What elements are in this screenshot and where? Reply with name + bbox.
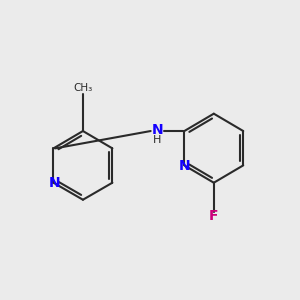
Text: N: N <box>152 123 163 137</box>
Text: N: N <box>179 159 191 173</box>
Text: H: H <box>153 135 161 145</box>
Text: N: N <box>48 176 60 190</box>
Text: CH₃: CH₃ <box>73 83 93 93</box>
Text: F: F <box>209 209 218 224</box>
